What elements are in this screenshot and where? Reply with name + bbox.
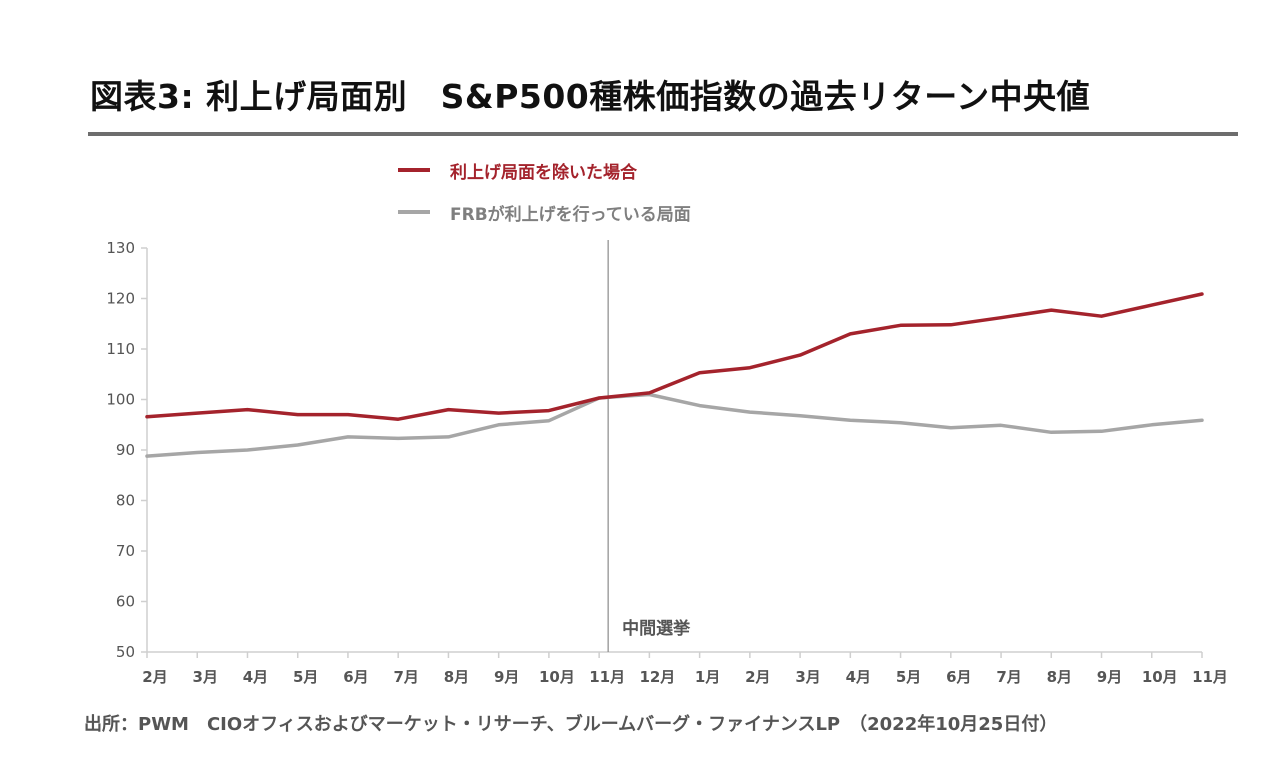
source-note: 出所：PWM CIOオフィスおよびマーケット・リサーチ、ブルームバーグ・ファイナ… [84,714,1058,735]
x-tick-label: 5月 [896,668,921,686]
x-tick-label: 10月 [1142,668,1178,686]
y-tick-label: 50 [116,643,135,661]
series-line-frb-hikes [145,392,1204,458]
x-tick-label: 8月 [444,668,469,686]
y-tick-label: 60 [116,593,135,611]
x-tick-label: 10月 [539,668,575,686]
x-tick-label: 4月 [846,668,871,686]
y-tick-label: 90 [116,441,135,459]
x-tick-label: 3月 [193,668,218,686]
series-line-excluding-hikes [145,292,1204,421]
legend-label-excluding-hikes: 利上げ局面を除いた場合 [450,162,637,183]
chart-title: 図表3: 利上げ局面別 S&P500種株価指数の過去リターン中央値 [90,77,1091,116]
y-tick-label: 110 [106,340,135,358]
x-tick-label: 2月 [745,668,770,686]
x-tick-label: 11月 [1192,668,1228,686]
y-tick-label: 100 [106,391,135,409]
legend: 利上げ局面を除いた場合 FRBが利上げを行っている局面 [398,158,691,242]
x-tick-label: 11月 [589,668,625,686]
y-tick-label: 70 [116,542,135,560]
x-tick-label: 5月 [293,668,318,686]
x-tick-label: 7月 [996,668,1021,686]
title-divider [88,132,1238,136]
x-tick-label: 7月 [393,668,418,686]
y-tick-label: 80 [116,492,135,510]
legend-item-frb-hikes: FRBが利上げを行っている局面 [398,200,691,225]
y-tick-label: 120 [106,290,135,308]
x-tick-label: 1月 [695,668,720,686]
legend-swatch-gray [398,210,430,214]
x-tick-label: 9月 [1097,668,1122,686]
x-tick-label: 4月 [243,668,268,686]
x-tick-label: 6月 [343,668,368,686]
x-tick-label: 2月 [142,668,167,686]
x-tick-label: 12月 [639,668,675,686]
legend-item-excluding-hikes: 利上げ局面を除いた場合 [398,158,691,183]
x-tick-label: 3月 [795,668,820,686]
legend-swatch-red [398,168,430,172]
legend-label-frb-hikes: FRBが利上げを行っている局面 [450,204,691,225]
x-tick-label: 6月 [946,668,971,686]
x-tick-label: 9月 [494,668,519,686]
x-tick-label: 8月 [1047,668,1072,686]
midterm-election-label: 中間選挙 [622,618,691,639]
y-tick-label: 130 [106,239,135,257]
